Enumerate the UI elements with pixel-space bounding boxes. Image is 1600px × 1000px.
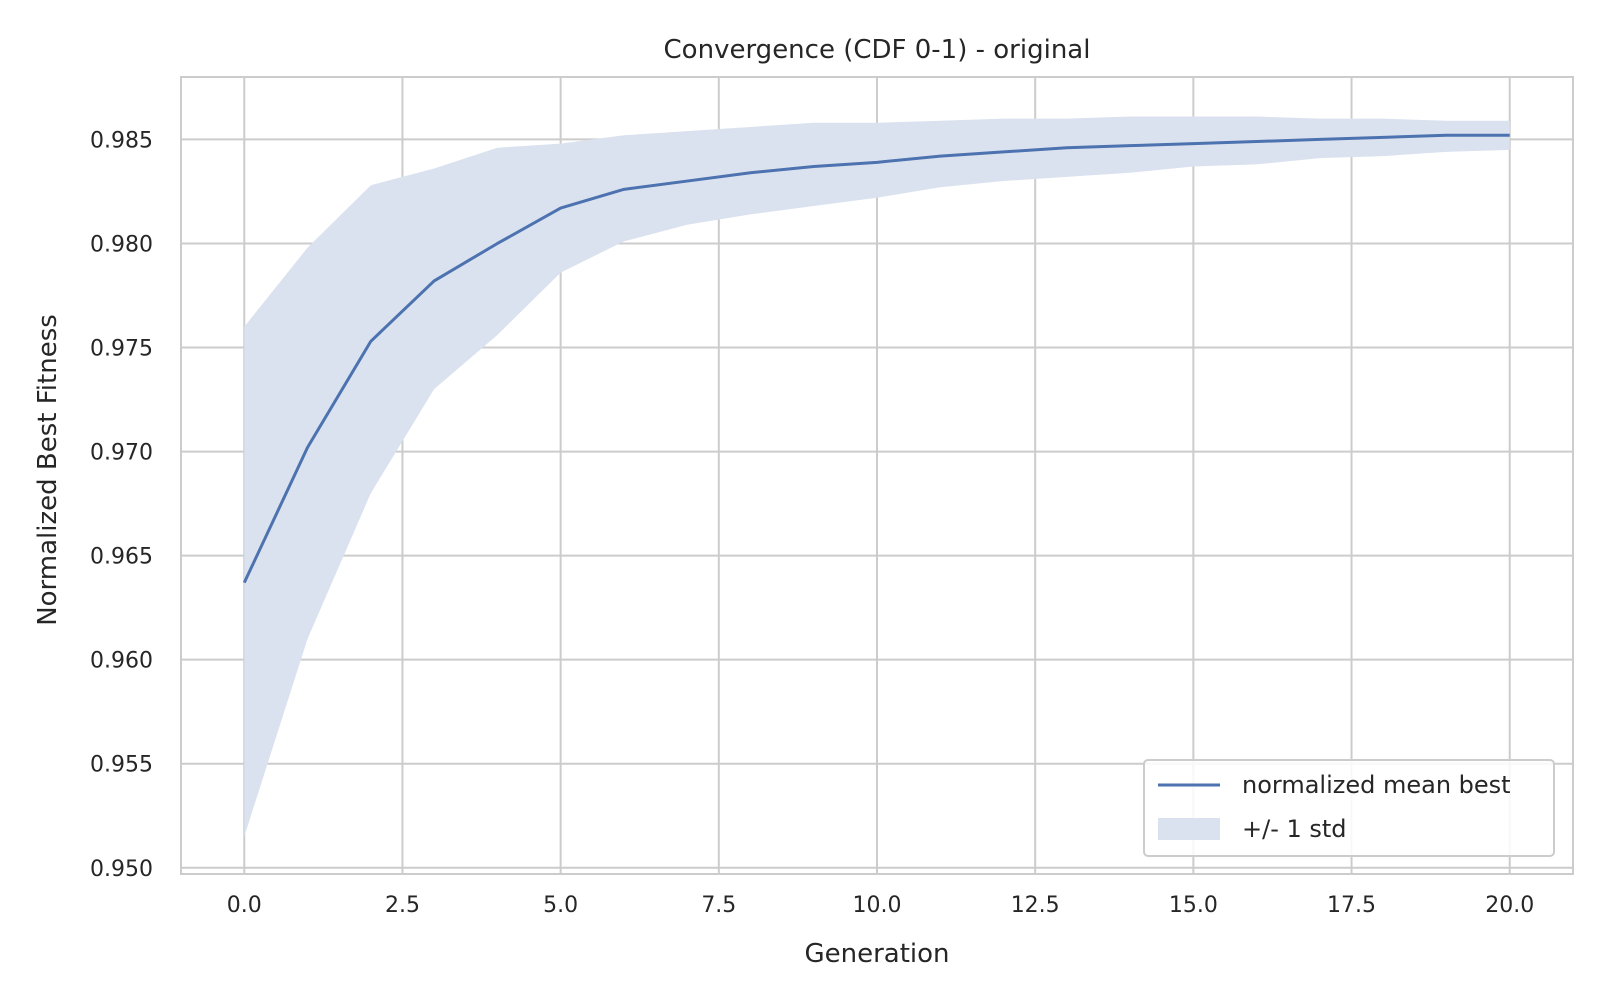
legend-band-swatch <box>1158 818 1220 840</box>
y-tick-label: 0.955 <box>90 753 153 778</box>
x-tick-labels: 0.0 2.5 5.0 7.5 10.0 12.5 15.0 17.5 20.0 <box>227 893 1534 918</box>
x-tick-label: 10.0 <box>853 893 902 918</box>
x-tick-label: 15.0 <box>1169 893 1218 918</box>
legend-line-label: normalized mean best <box>1242 771 1511 799</box>
y-tick-label: 0.960 <box>90 649 153 674</box>
x-tick-label: 0.0 <box>227 893 262 918</box>
legend-box <box>1143 759 1555 857</box>
y-tick-labels: 0.950 0.955 0.960 0.965 0.970 0.975 0.980 0.985 <box>90 128 153 881</box>
x-axis-label: Generation <box>804 939 949 969</box>
y-tick-label: 0.950 <box>90 857 153 882</box>
x-tick-label: 20.0 <box>1485 893 1534 918</box>
chart-title: Convergence (CDF 0-1) - original <box>664 35 1091 65</box>
plot-frame <box>180 76 1574 875</box>
y-tick-label: 0.970 <box>90 441 153 466</box>
x-tick-label: 5.0 <box>543 893 578 918</box>
x-tick-label: 17.5 <box>1327 893 1376 918</box>
y-tick-label: 0.965 <box>90 545 153 570</box>
y-tick-label: 0.980 <box>90 232 153 257</box>
mean-line <box>242 133 1510 584</box>
legend-band-label: +/- 1 std <box>1242 815 1347 843</box>
x-tick-label: 12.5 <box>1011 893 1060 918</box>
y-tick-label: 0.975 <box>90 337 153 362</box>
std-band <box>244 116 1510 837</box>
y-axis-label: Normalized Best Fitness <box>33 314 63 626</box>
x-tick-label: 7.5 <box>701 893 736 918</box>
y-tick-label: 0.985 <box>90 128 153 153</box>
legend: normalized mean best +/- 1 std <box>1143 759 1555 857</box>
x-tick-label: 2.5 <box>385 893 420 918</box>
